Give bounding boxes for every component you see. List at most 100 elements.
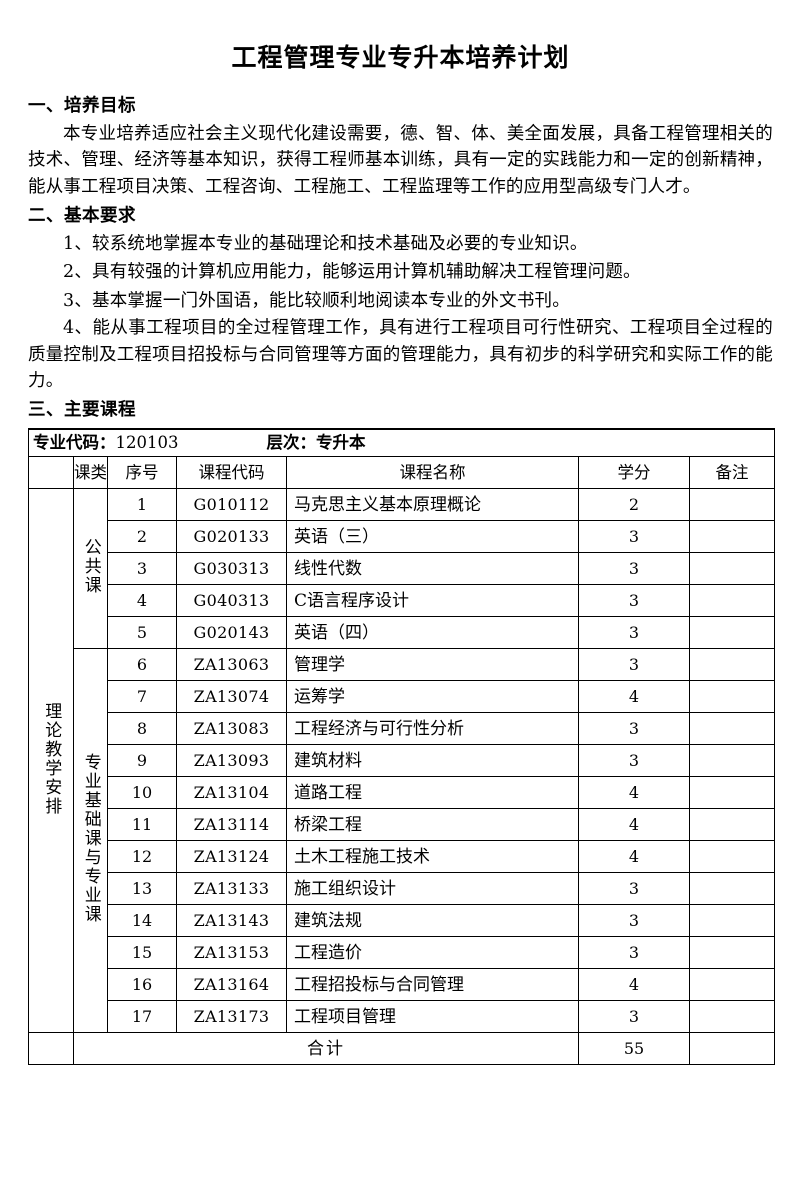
header-spacer — [28, 456, 74, 490]
row-index: 11 — [107, 808, 177, 842]
row-remark — [688, 744, 776, 778]
row-name: 管理学 — [286, 648, 579, 682]
row-index: 6 — [107, 648, 177, 682]
row-name: 运筹学 — [286, 680, 579, 714]
section-heading-main-courses: 三、主要课程 — [28, 399, 136, 420]
header-credit: 学分 — [578, 456, 690, 490]
table-row: 13 ZA13133 施工组织设计 3 — [29, 872, 776, 906]
row-index: 12 — [107, 840, 177, 874]
section-heading-training-objective: 一、培养目标 — [28, 96, 136, 117]
level-value: 专升本 — [316, 433, 366, 453]
row-remark — [688, 520, 776, 554]
row-index: 16 — [107, 968, 177, 1002]
requirement-item-3: 3、基本掌握一门外国语，能比较顺利地阅读本专业的外文书刊。 — [63, 290, 570, 311]
row-index: 17 — [107, 1000, 177, 1034]
row-code: G020143 — [176, 616, 287, 650]
header-name: 课程名称 — [286, 456, 579, 490]
row-name: 线性代数 — [286, 552, 579, 586]
page-title: 工程管理专业专升本培养计划 — [231, 43, 570, 72]
header-code: 课程代码 — [176, 456, 287, 490]
section-heading-basic-requirements: 二、基本要求 — [28, 205, 136, 226]
row-remark — [688, 776, 776, 810]
requirement-item-2: 2、具有较强的计算机应用能力，能够运用计算机辅助解决工程管理问题。 — [63, 262, 641, 283]
row-code: ZA13074 — [176, 680, 287, 714]
row-index: 2 — [107, 520, 177, 554]
table-row: 10 ZA13104 道路工程 4 — [29, 776, 776, 810]
table-row: 5 G020143 英语（四） 3 — [29, 616, 776, 650]
row-credit: 3 — [578, 872, 690, 906]
total-label: 合计 — [73, 1032, 579, 1066]
major-code-value: 120103 — [115, 433, 179, 453]
row-remark — [688, 488, 776, 522]
row-credit: 3 — [578, 584, 690, 618]
row-index: 8 — [107, 712, 177, 746]
major-code-label: 专业代码： — [33, 433, 116, 453]
row-remark — [688, 904, 776, 938]
row-name: 工程经济与可行性分析 — [286, 712, 579, 746]
row-name: 英语（三） — [286, 520, 579, 554]
row-remark — [688, 808, 776, 842]
header-index: 序号 — [107, 456, 177, 490]
row-name: 马克思主义基本原理概论 — [286, 488, 579, 522]
table-row: 15 ZA13153 工程造价 3 — [29, 936, 776, 970]
row-credit: 4 — [578, 840, 690, 874]
row-credit: 3 — [578, 552, 690, 586]
row-credit: 3 — [578, 616, 690, 650]
row-credit: 3 — [578, 904, 690, 938]
table-row: 11 ZA13114 桥梁工程 4 — [29, 808, 776, 842]
row-name: 工程招投标与合同管理 — [286, 968, 579, 1002]
table-row: 8 ZA13083 工程经济与可行性分析 3 — [29, 712, 776, 746]
row-code: ZA13063 — [176, 648, 287, 682]
row-code: ZA13104 — [176, 776, 287, 810]
row-remark — [688, 712, 776, 746]
row-credit: 3 — [578, 648, 690, 682]
table-row: 17 ZA13173 工程项目管理 3 — [29, 1000, 776, 1034]
row-remark — [688, 936, 776, 970]
row-remark — [688, 616, 776, 650]
row-index: 7 — [107, 680, 177, 714]
row-code: G040313 — [176, 584, 287, 618]
row-index: 10 — [107, 776, 177, 810]
table-row: 理论教学安排 公共课 1 G010112 马克思主义基本原理概论 2 — [28, 488, 776, 1034]
header-remark: 备注 — [688, 456, 776, 490]
table-row: 专业基础课与专业课 6 ZA13063 管理学 3 — [29, 648, 776, 1034]
total-spacer — [28, 1032, 74, 1066]
row-code: G010112 — [176, 488, 287, 522]
row-credit: 4 — [578, 968, 690, 1002]
row-index: 13 — [107, 872, 177, 906]
total-remark — [688, 1032, 776, 1066]
row-credit: 3 — [578, 712, 690, 746]
row-credit: 4 — [578, 680, 690, 714]
row-credit: 2 — [578, 488, 690, 522]
row-index: 14 — [107, 904, 177, 938]
row-name: 工程项目管理 — [286, 1000, 579, 1034]
header-category: 课类 — [73, 456, 108, 490]
row-index: 9 — [107, 744, 177, 778]
total-credit: 55 — [578, 1032, 690, 1066]
row-credit: 4 — [578, 808, 690, 842]
table-row: 4 G040313 C语言程序设计 3 — [29, 584, 776, 618]
row-index: 4 — [107, 584, 177, 618]
row-index: 1 — [107, 488, 177, 522]
row-code: ZA13114 — [176, 808, 287, 842]
row-remark — [688, 1000, 776, 1034]
requirement-item-1: 1、较系统地掌握本专业的基础理论和技术基础及必要的专业知识。 — [63, 234, 588, 255]
row-code: ZA13124 — [176, 840, 287, 874]
group-label-theory-teaching: 理论教学安排 — [28, 488, 74, 1034]
row-code: G030313 — [176, 552, 287, 586]
subgroup-label-major-courses: 专业基础课与专业课 — [73, 648, 108, 1034]
row-name: 英语（四） — [286, 616, 579, 650]
row-remark — [688, 968, 776, 1002]
table-meta-row: 专业代码： 120103 层次： 专升本 — [27, 428, 776, 458]
row-remark — [688, 648, 776, 682]
table-row: 3 G030313 线性代数 3 — [29, 552, 776, 586]
table-row: 7 ZA13074 运筹学 4 — [29, 680, 776, 714]
table-total-row: 合计 55 — [28, 1032, 776, 1066]
table-header-row: 课类 序号 课程代码 课程名称 学分 备注 — [28, 456, 776, 490]
row-index: 15 — [107, 936, 177, 970]
row-credit: 4 — [578, 776, 690, 810]
row-code: ZA13143 — [176, 904, 287, 938]
row-code: ZA13083 — [176, 712, 287, 746]
row-index: 5 — [107, 616, 177, 650]
